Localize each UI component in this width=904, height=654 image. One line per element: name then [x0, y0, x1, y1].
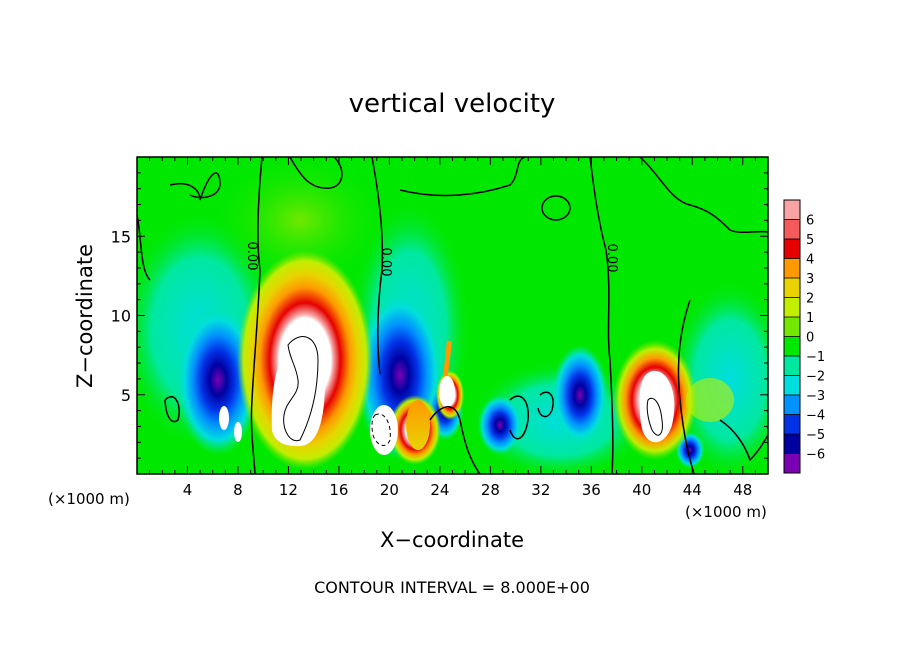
contour-loop: [541, 195, 571, 221]
zero-contour-4: [677, 299, 695, 474]
updraft-secondary-core: [639, 370, 675, 443]
x-tick-label: 20: [380, 481, 399, 499]
x-tick-label: 8: [233, 481, 243, 499]
colorbar-label: 1: [806, 311, 814, 326]
x-tick-label: 24: [430, 481, 449, 499]
colorbar-swatch: [784, 356, 800, 376]
colorbar-swatch: [784, 297, 800, 318]
contour-interval: CONTOUR INTERVAL = 8.000E+00: [314, 578, 590, 597]
contour-top-mid: [399, 157, 526, 197]
contour-small-4: [537, 391, 554, 418]
contour-top: [289, 157, 343, 189]
x-unit-right: (×1000 m): [685, 503, 767, 521]
contour-dashed: [371, 413, 391, 446]
contour-label: 0.00: [378, 248, 393, 277]
y-axis-ticks: 5 10 15: [111, 172, 768, 459]
colorbar-swatch: [784, 219, 800, 240]
x-tick-label: 16: [329, 481, 348, 499]
contour-top-right: [639, 157, 768, 234]
x-tick-label: 44: [683, 481, 702, 499]
colorbar-swatch: [784, 453, 800, 474]
colorbar-label: −4: [806, 409, 825, 424]
colorbar-swatch: [784, 395, 800, 415]
colorbar-swatch: [784, 375, 800, 396]
field-light-top: [210, 157, 390, 290]
contour-small-2: [429, 406, 481, 474]
colorbar-label: −1: [806, 350, 825, 365]
chart-title: vertical velocity: [349, 89, 556, 119]
y-axis-label: Z−coordinate: [73, 244, 97, 388]
y-tick-label: 15: [111, 227, 131, 246]
colorbar-swatch: [784, 239, 800, 259]
y-tick-label: 10: [111, 307, 131, 326]
downdraft-east: [552, 345, 608, 445]
contour-labels: 0.00 0.00 0.00: [244, 242, 619, 277]
downdraft-small: [478, 395, 522, 455]
colorbar-label: −3: [806, 389, 825, 404]
colorbar-swatch: [784, 258, 800, 279]
velocity-field: [137, 157, 768, 474]
contour-core-main: [283, 336, 319, 442]
colorbar-swatch: [784, 278, 800, 298]
x-tick-label: 4: [183, 481, 193, 499]
x-tick-label: 32: [531, 481, 550, 499]
colorbar-label: −2: [806, 370, 825, 385]
colorbar-label: −5: [806, 428, 825, 443]
contour-left: [137, 214, 151, 281]
colorbar-swatch: [784, 434, 800, 454]
core-small-4: [234, 422, 242, 442]
updraft-main-core: [271, 336, 325, 447]
colorbar-label: 0: [806, 331, 814, 346]
core-small-3: [219, 406, 229, 430]
x-tick-label: 48: [733, 481, 752, 499]
colorbar-label: 4: [806, 253, 814, 268]
contour-small-1: [164, 396, 180, 423]
contour-top-left: [169, 172, 221, 201]
contour-small-5: [719, 419, 768, 462]
contour-lines: [137, 157, 768, 474]
colorbar-label: 3: [806, 272, 814, 287]
x-unit-left: (×1000 m): [48, 490, 130, 508]
colorbar-swatch: [784, 414, 800, 435]
colorbar: 6 5 4 3 2 1 0 −1 −2 −3 −4 −5 −6: [783, 199, 825, 474]
updraft-yellow: [406, 400, 430, 450]
x-tick-label: 36: [582, 481, 601, 499]
zero-contour-1: [250, 157, 263, 474]
x-tick-label: 28: [481, 481, 500, 499]
contour-label: 0.00: [604, 244, 619, 273]
y-tick-label: 5: [121, 386, 131, 405]
core-small-1: [370, 405, 398, 455]
colorbar-swatch: [784, 336, 800, 357]
x-tick-label: 40: [632, 481, 651, 499]
zero-contour-3: [589, 157, 614, 474]
field-cyan-far-east: [670, 280, 768, 474]
colorbar-label: 2: [806, 292, 814, 307]
updraft-weak-east: [686, 378, 734, 422]
core-small-2: [439, 376, 455, 408]
contour-core-secondary: [646, 397, 663, 436]
colorbar-label: 6: [806, 214, 814, 229]
contour-small-3: [509, 395, 529, 440]
zero-contour-2: [371, 157, 384, 375]
colorbar-swatch: [784, 317, 800, 337]
x-tick-label: 12: [279, 481, 298, 499]
colorbar-label: 5: [806, 233, 814, 248]
contour-label: 0.00: [244, 242, 259, 271]
colorbar-label: −6: [806, 448, 825, 463]
x-axis-label: X−coordinate: [380, 528, 524, 552]
colorbar-swatch: [784, 200, 800, 220]
x-axis-ticks: 4 8 12 16 20 24 28 32 36 40 44 48: [149, 157, 756, 499]
